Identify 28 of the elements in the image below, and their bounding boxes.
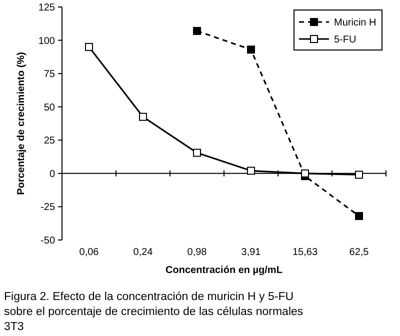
y-axis-title: Porcentaje de crecimiento (%): [16, 52, 27, 195]
y-tick-label: 75: [44, 69, 56, 80]
x-tick-label: 0,24: [133, 247, 154, 258]
x-axis-title: Concentración en µg/mL: [166, 265, 282, 276]
point: [193, 148, 201, 157]
x-tick-label: 3,91: [241, 247, 262, 258]
x-tick-label: 0,06: [79, 247, 100, 258]
point: [193, 26, 201, 35]
x-tick-label: 0,98: [187, 247, 208, 258]
legend-label: 5-FU: [334, 34, 356, 46]
x-tick-label: 15,63: [292, 247, 318, 258]
y-tick-label: 25: [44, 136, 56, 147]
point: [85, 42, 93, 51]
point: [301, 169, 309, 178]
y-tick-label: -25: [40, 202, 56, 214]
point: [139, 112, 147, 121]
legend-label: Muricin H: [334, 18, 376, 28]
y-tick-label: 100: [38, 36, 56, 47]
point: [355, 212, 363, 220]
y-tick-label: 125: [38, 2, 56, 14]
y-tick-label: -50: [40, 236, 56, 246]
point: [247, 46, 255, 54]
text: Figura 2. Efecto de la concentración de muricin H y 5-FU sobre el porcentaje de crecimiento de las células normales 3T3: [4, 291, 304, 333]
point: [247, 166, 255, 175]
x-tick-label: 62,5: [349, 247, 370, 258]
point: [355, 170, 363, 179]
y-tick-label: 50: [44, 102, 56, 114]
y-tick-label: 0: [49, 168, 56, 180]
